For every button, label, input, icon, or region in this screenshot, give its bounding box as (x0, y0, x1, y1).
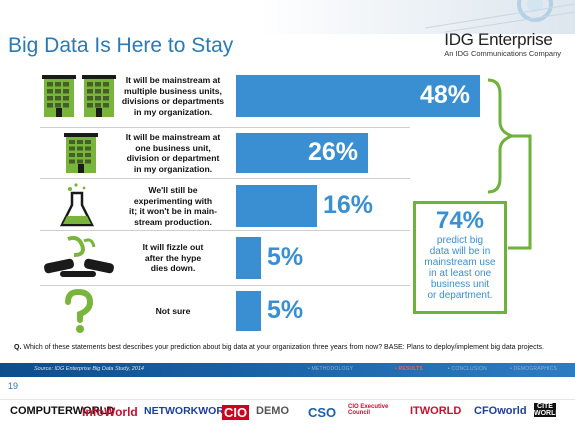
footer-band (0, 363, 575, 377)
category-label-line: division or department (126, 153, 220, 163)
category-label: It will be mainstream at one business uni… (118, 132, 228, 174)
question-mark-icon (65, 288, 94, 333)
bar-value-label: 5% (267, 296, 304, 324)
category-label-line: in my organization. (133, 106, 213, 117)
brand-logo: NETWORKWORLD (144, 405, 238, 417)
bar-value-label: 5% (267, 243, 304, 271)
row-divider (40, 178, 410, 179)
page-number: 19 (8, 381, 19, 391)
page-title: Big Data Is Here to Stay (8, 34, 234, 57)
row-divider (40, 285, 410, 286)
bar (236, 291, 261, 331)
callout-line: mainstream use (424, 257, 496, 268)
header-decoration (0, 0, 575, 34)
row-divider (40, 127, 410, 128)
category-label-line: It will be mainstream at (125, 132, 221, 142)
brand-logo: CIO Executive Council (348, 404, 389, 416)
bar (236, 185, 317, 227)
callout-line: business unit (430, 279, 490, 290)
bar (236, 237, 261, 279)
building-icon (64, 133, 98, 173)
bar-value-label: 26% (308, 138, 359, 166)
callout-line: data will be in (429, 246, 491, 257)
category-label-line: it; it won't be in main- (129, 206, 217, 216)
survey-question: Q. Which of these statements best descri… (14, 343, 564, 352)
flask-icon (59, 183, 95, 227)
bar (236, 133, 368, 173)
nav-item-results[interactable]: • RESULTS (395, 366, 423, 372)
bar-value-label: 48% (420, 81, 471, 109)
brand-logo: CSO (308, 405, 337, 420)
two-buildings-icon (42, 75, 116, 117)
callout-percent: 74% (435, 207, 485, 234)
category-label: It will fizzle out after the hype dies dow… (118, 242, 228, 274)
category-label-line: We'll still be (148, 185, 198, 195)
brand-logo: ITWORLD (410, 405, 462, 417)
category-label-line: It will be mainstream at (125, 75, 221, 85)
summary-callout: 74% predict big data will be in mainstre… (413, 201, 507, 314)
category-label-line: Not sure (155, 305, 191, 316)
category-label-line: multiple business units, (124, 85, 222, 96)
category-label-line: stream production. (134, 216, 212, 227)
category-label-line: dies down. (150, 263, 196, 274)
broken-pipe-icon (44, 235, 114, 277)
nav-item-demographics[interactable]: • DEMOGRAPHICS (510, 366, 558, 372)
brand-logo: CFOworld (474, 405, 527, 417)
category-label: Not sure (118, 306, 228, 317)
category-label-line: one business unit, (135, 142, 211, 153)
category-label-line: in my organization. (133, 163, 213, 174)
brand-logo: CIO (222, 405, 250, 420)
nav-item-conclusion[interactable]: • CONCLUSION (448, 366, 487, 372)
question-text: Which of these statements best describes… (23, 344, 544, 351)
brand-logo: CITE WORLD (534, 403, 561, 417)
callout-line: in at least one (428, 268, 492, 279)
category-label-line: It will fizzle out (142, 242, 204, 253)
brand-logo: InfoWorld (82, 405, 138, 419)
source-note: Source: IDG Enterprise Big Data Study, 2… (34, 366, 144, 372)
header-swoosh-graphic (425, 0, 575, 33)
category-label: We'll still be experimenting with it; it w… (118, 185, 228, 227)
bracket-connector (487, 78, 532, 250)
idg-enterprise-logo: IDG Enterprise An IDG Communications Com… (444, 30, 561, 58)
category-label-line: after the hype (144, 252, 202, 263)
callout-text: predict big data will be in mainstream u… (416, 235, 504, 301)
category-label: It will be mainstream at multiple busines… (118, 75, 228, 117)
brand-logo: COMPUTERWORLD (10, 405, 115, 417)
brand-bar (0, 399, 575, 426)
brand-logo: DEMO (256, 405, 289, 417)
logo-main-text: IDG Enterprise (444, 30, 553, 49)
category-label-line: experimenting with (133, 195, 213, 206)
category-label-line: divisions or departments (121, 96, 225, 106)
callout-line: predict big (436, 235, 484, 246)
question-prefix: Q. (14, 344, 22, 351)
row-divider (40, 230, 410, 231)
bar (236, 75, 480, 117)
nav-item-methodology[interactable]: • METHODOLOGY (308, 366, 354, 372)
bar-value-label: 16% (323, 191, 374, 219)
logo-sub-text: An IDG Communications Company (444, 49, 561, 58)
callout-line: or department. (427, 290, 493, 301)
